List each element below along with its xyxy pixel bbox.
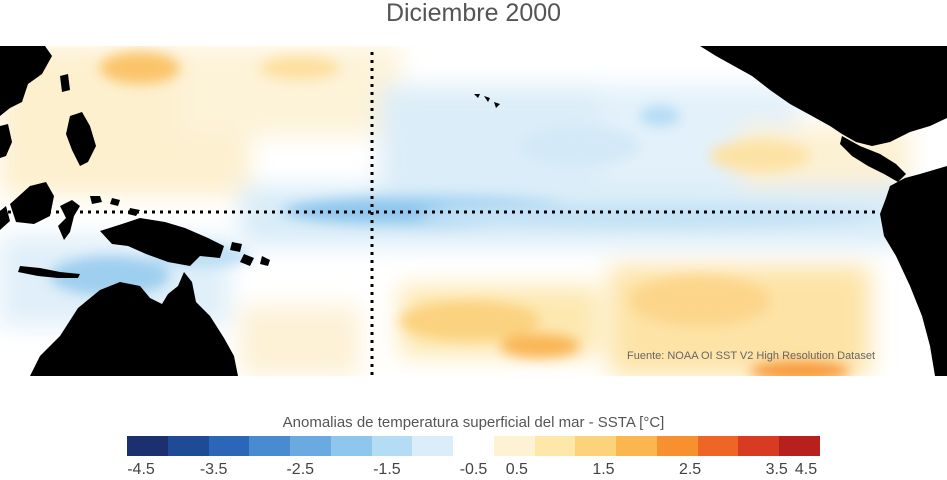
colorbar-tick-label: -0.5 [459,461,488,478]
colorbar-swatch [738,436,780,456]
land-indochina [0,124,12,158]
colorbar-swatch [493,436,535,456]
colorbar-tick-label: 2.5 [678,461,702,478]
colorbar-swatch [453,436,494,456]
colorbar-tick-label: -1.5 [373,461,401,478]
land-central-america [840,136,906,182]
colorbar-swatch [167,436,209,456]
land-islands-west [90,196,270,266]
colorbar-swatch [208,436,250,456]
colorbar-tick-label: 0.5 [505,461,528,478]
colorbar-ticks: -4.5 -3.5 -2.5 -1.5 -0.5 0.5 1.5 2.5 3.5 4.5 [127,461,820,479]
colorbar-swatch [779,436,821,456]
colorbar-swatch [371,436,413,456]
colorbar-swatch [290,436,331,456]
colorbar-title: Anomalias de temperatura superficial del… [282,414,665,431]
colorbar-swatch [656,436,698,456]
sst-anomaly-map [0,46,947,376]
land-north-america [700,46,947,146]
colorbar-swatch [616,436,657,456]
colorbar-tick-label: 3.5 [765,461,788,478]
land-hawaii [474,94,500,108]
colorbar-swatch [534,436,576,456]
land-masses [0,46,947,376]
colorbar-swatch [575,436,617,456]
reference-lines [0,52,880,376]
colorbar-swatch [127,436,168,456]
land-sulawesi [58,200,80,240]
colorbar-swatch [330,436,372,456]
land-australia [30,272,238,376]
colorbar-tick-label: 1.5 [592,461,615,478]
land-borneo [10,182,54,224]
land-new-guinea [100,218,224,266]
colorbar [127,436,821,456]
land-caribbean [878,96,926,114]
land-java [18,266,80,278]
land-taiwan-philippines [60,74,96,166]
map-title: Diciembre 2000 [385,0,562,27]
land-asia [0,46,52,116]
colorbar-tick-label: 4.5 [794,461,818,478]
colorbar-tick-label: -4.5 [127,461,155,478]
colorbar-swatch [697,436,739,456]
colorbar-tick-label: -2.5 [286,461,315,478]
colorbar-swatch [412,436,454,456]
land-south-america [880,166,947,376]
source-note: Fuente: NOAA OI SST V2 High Resolution D… [627,350,876,362]
colorbar-tick-label: -3.5 [199,461,228,478]
colorbar-swatch [249,436,291,456]
